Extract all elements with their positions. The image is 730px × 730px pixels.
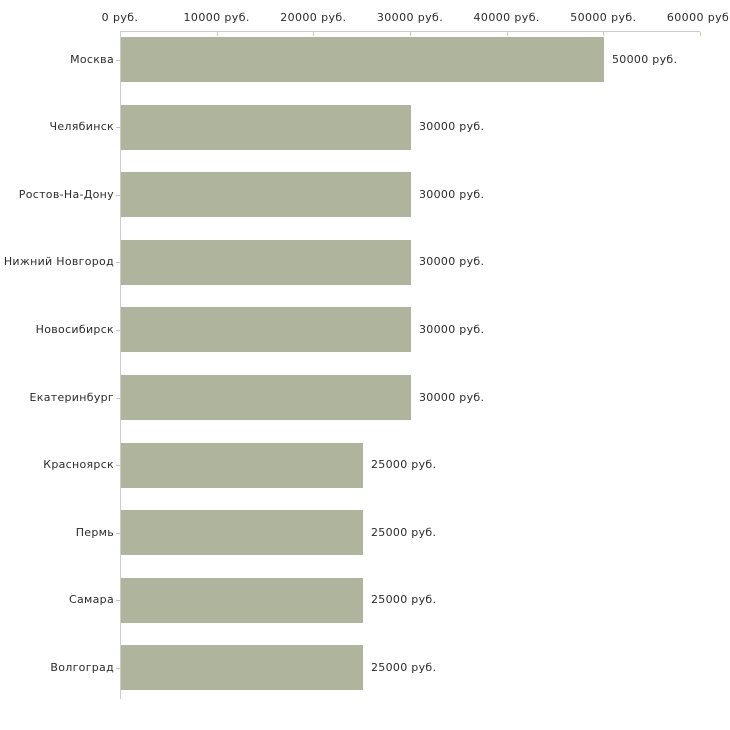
value-label: 25000 руб. [371,458,437,471]
bar [121,37,604,82]
bar [121,375,411,420]
y-axis-line [120,31,121,699]
y-axis-tick-mark [116,195,120,196]
bar [121,240,411,285]
bar [121,307,411,352]
y-axis-tick-mark [116,330,120,331]
value-label: 25000 руб. [371,593,437,606]
y-axis-tick-mark [116,262,120,263]
bar [121,105,411,150]
bar [121,510,363,555]
bar [121,645,363,690]
x-axis-tick-mark [603,32,604,36]
category-label: Красноярск [43,458,114,471]
x-axis-tick-label: 0 руб. [101,11,139,24]
x-axis-tick-label: 50000 руб. [570,11,637,24]
x-axis-tick-label: 30000 руб. [376,11,444,24]
category-label: Самара [69,593,114,606]
category-label: Москва [70,53,114,66]
x-axis-tick-label: 20000 руб. [280,11,347,24]
bar [121,172,411,217]
category-label: Ростов-На-Дону [18,188,114,201]
bar [121,578,363,623]
value-label: 30000 руб. [419,188,485,201]
x-axis-tick-label: 10000 руб. [183,11,250,24]
y-axis-tick-mark [116,668,120,669]
x-axis-tick-mark [700,32,701,36]
y-axis-tick-mark [116,600,120,601]
x-axis-tick-mark [410,32,411,36]
y-axis-tick-mark [116,465,120,466]
category-label: Пермь [75,526,114,539]
category-label: Волгоград [50,661,114,674]
value-label: 30000 руб. [419,255,485,268]
x-axis-tick-mark [313,32,314,36]
value-label: 30000 руб. [419,120,485,133]
x-axis-line [120,31,700,32]
bar [121,443,363,488]
category-label: Екатеринбург [29,391,114,404]
value-label: 30000 руб. [419,323,485,336]
y-axis-tick-mark [116,127,120,128]
category-label: Челябинск [49,120,114,133]
value-label: 30000 руб. [419,391,485,404]
x-axis-tick-label: 40000 руб. [473,11,540,24]
value-label: 50000 руб. [612,53,678,66]
category-label: Нижний Новгород [3,255,114,268]
x-axis-tick-label: 60000 руб. [666,11,730,24]
x-axis-tick-mark [217,32,218,36]
y-axis-tick-mark [116,398,120,399]
x-axis-tick-mark [507,32,508,36]
y-axis-tick-mark [116,533,120,534]
y-axis-tick-mark [116,60,120,61]
value-label: 25000 руб. [371,526,437,539]
category-label: Новосибирск [35,323,114,336]
value-label: 25000 руб. [371,661,437,674]
